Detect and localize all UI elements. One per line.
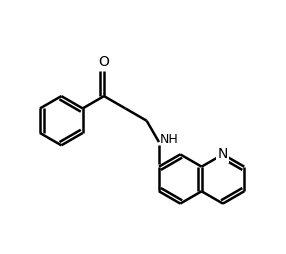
Text: N: N (218, 147, 228, 161)
Text: NH: NH (160, 133, 179, 146)
Text: O: O (99, 55, 110, 69)
